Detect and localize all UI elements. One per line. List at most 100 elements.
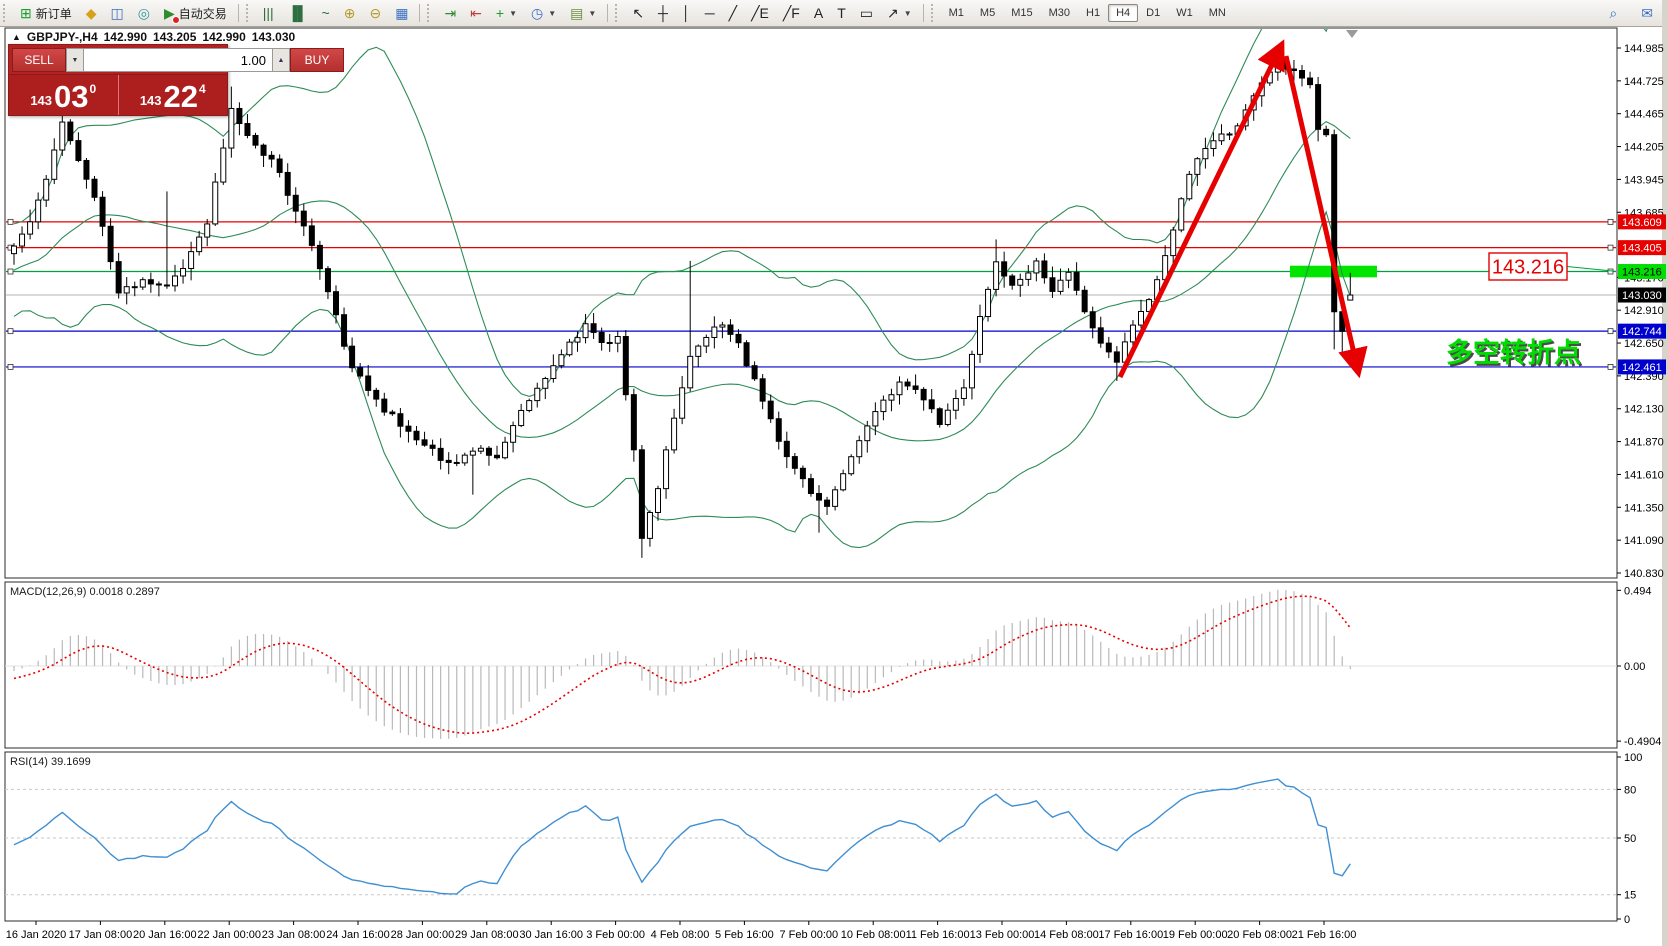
add-indicator-button-caret-icon[interactable]: ▼ bbox=[509, 8, 518, 18]
arrows-tool-icon: ↗ bbox=[886, 5, 899, 21]
templates-icon: ▤ bbox=[570, 5, 584, 21]
gold-symbols-button[interactable]: ◆ bbox=[80, 3, 103, 23]
candle bbox=[1226, 133, 1233, 136]
chart-shift-marker[interactable] bbox=[1346, 30, 1358, 38]
timeframe-m5[interactable]: M5 bbox=[979, 7, 996, 19]
tile-windows-button[interactable]: ▦ bbox=[389, 3, 414, 23]
candle bbox=[518, 409, 525, 427]
volume-input[interactable] bbox=[84, 48, 272, 72]
text-tool-button[interactable]: A bbox=[808, 3, 829, 23]
hline-handle[interactable] bbox=[7, 218, 14, 225]
label-tool-button[interactable]: T bbox=[831, 3, 852, 23]
vertical-line-tool-button[interactable]: │ bbox=[676, 3, 697, 23]
hline-handle[interactable] bbox=[7, 268, 14, 275]
hline-handle[interactable] bbox=[1607, 244, 1614, 251]
hline-handle[interactable] bbox=[1607, 328, 1614, 335]
volume-decrease-icon[interactable]: ▼ bbox=[66, 48, 84, 72]
candle bbox=[75, 140, 82, 161]
toolbar-grip bbox=[3, 4, 10, 22]
add-indicator-button[interactable]: + ▼ bbox=[490, 3, 523, 23]
candle bbox=[413, 430, 420, 441]
search-button[interactable]: ⌕ bbox=[1603, 3, 1623, 23]
buy-price-display[interactable]: 143 22 4 bbox=[118, 75, 227, 115]
cursor-tool-icon: ↖ bbox=[632, 5, 645, 21]
candle bbox=[1218, 133, 1225, 142]
fibonacci-tool-button[interactable]: ╱F bbox=[777, 3, 806, 23]
templates-button[interactable]: ▤ ▼ bbox=[564, 3, 602, 23]
timeframe-d1[interactable]: D1 bbox=[1146, 7, 1161, 19]
price-axis-tick: 142.130 bbox=[1624, 404, 1664, 416]
hline-handle[interactable] bbox=[7, 364, 14, 370]
timeframe-h4[interactable]: H4 bbox=[1108, 4, 1139, 22]
hline-handle[interactable] bbox=[7, 328, 14, 335]
signals-button[interactable]: ◎ bbox=[132, 3, 156, 23]
candle bbox=[542, 377, 549, 389]
timeframe-m1[interactable]: M1 bbox=[948, 7, 964, 19]
sell-button[interactable]: SELL bbox=[12, 48, 66, 72]
candle bbox=[622, 336, 629, 396]
candle bbox=[896, 381, 903, 396]
zoom-in-icon: ⊕ bbox=[343, 5, 356, 21]
channel-tool-button[interactable]: ╱E bbox=[745, 3, 775, 23]
candle bbox=[59, 121, 66, 151]
candle bbox=[880, 399, 887, 413]
candle bbox=[357, 367, 364, 377]
autotrading-button-label: 自动交易 bbox=[178, 6, 227, 21]
hline-handle[interactable] bbox=[1607, 218, 1614, 225]
timeframe-m30[interactable]: M30 bbox=[1048, 7, 1071, 19]
timeframe-mn[interactable]: MN bbox=[1208, 7, 1226, 19]
annotation-text[interactable]: 多空转折点 bbox=[1446, 337, 1581, 368]
chat-button[interactable]: ✉ bbox=[1635, 3, 1659, 23]
buy-button[interactable]: BUY bbox=[290, 48, 344, 72]
line-chart-button[interactable]: ~ bbox=[316, 3, 336, 23]
hline-handle[interactable] bbox=[1607, 364, 1614, 370]
price-callout-box[interactable] bbox=[1488, 252, 1568, 281]
candle bbox=[212, 181, 219, 225]
auto-scroll-icon: ⇥ bbox=[444, 5, 457, 21]
zoom-in-button[interactable]: ⊕ bbox=[338, 3, 362, 23]
price-axis-tick: 143.945 bbox=[1624, 174, 1664, 186]
cursor-tool-button[interactable]: ↖ bbox=[626, 3, 650, 23]
bar-chart-button[interactable]: ||| bbox=[257, 3, 280, 23]
templates-button-caret-icon[interactable]: ▼ bbox=[588, 8, 597, 18]
candle bbox=[510, 425, 517, 443]
candle bbox=[381, 398, 388, 413]
volume-increase-icon[interactable]: ▲ bbox=[272, 48, 290, 72]
timeframe-m15[interactable]: M15 bbox=[1011, 7, 1033, 19]
crosshair-tool-button[interactable]: ┼ bbox=[652, 3, 674, 23]
zoom-out-button[interactable]: ⊖ bbox=[363, 3, 387, 23]
horizontal-line-tool-button[interactable]: ─ bbox=[699, 3, 721, 23]
price-axis-tick: 144.725 bbox=[1624, 76, 1664, 88]
sell-price-display[interactable]: 143 03 0 bbox=[9, 75, 119, 115]
candle bbox=[638, 449, 645, 539]
trendline-tool-button[interactable]: ╱ bbox=[723, 3, 743, 23]
candle bbox=[590, 323, 597, 333]
collapse-panel-icon[interactable]: ▲ bbox=[12, 32, 21, 42]
bar-chart-icon: ||| bbox=[262, 5, 274, 21]
autotrading-button[interactable]: ▶ 自动交易 bbox=[158, 2, 233, 25]
arrows-tool-button-caret-icon[interactable]: ▼ bbox=[903, 8, 912, 18]
chart-shift-button[interactable]: ⇤ bbox=[464, 3, 488, 23]
new-order-button[interactable]: ⊞ 新订单 bbox=[14, 2, 78, 25]
auto-scroll-button[interactable]: ⇥ bbox=[438, 3, 462, 23]
candle bbox=[1065, 271, 1072, 281]
buy-price-big: 22 bbox=[163, 79, 198, 114]
toolbar-right-group: ⌕ ✉ bbox=[1602, 3, 1660, 23]
rsi-axis-tick: 80 bbox=[1624, 784, 1636, 796]
candle bbox=[840, 473, 847, 491]
rsi-axis-tick: 50 bbox=[1624, 833, 1636, 845]
arrows-tool-button[interactable]: ↗ ▼ bbox=[881, 3, 918, 23]
trend-arrow-up-leg[interactable] bbox=[1117, 39, 1285, 379]
candlestick-chart-button[interactable]: ▐▌ bbox=[282, 3, 314, 23]
trend-arrow-down-leg[interactable] bbox=[1283, 55, 1368, 379]
candle bbox=[679, 387, 686, 419]
periods-button-caret-icon[interactable]: ▼ bbox=[548, 8, 557, 18]
shapes-tool-button[interactable]: ▭ bbox=[854, 3, 879, 23]
rsi-label: RSI(14) 39.1699 bbox=[10, 756, 91, 768]
candle bbox=[1299, 70, 1305, 79]
timeframe-w1[interactable]: W1 bbox=[1176, 7, 1193, 19]
periods-button[interactable]: ◷ ▼ bbox=[525, 3, 562, 23]
timeframe-h1[interactable]: H1 bbox=[1086, 7, 1101, 19]
market-window-button[interactable]: ◫ bbox=[105, 3, 130, 23]
candle bbox=[99, 196, 106, 227]
